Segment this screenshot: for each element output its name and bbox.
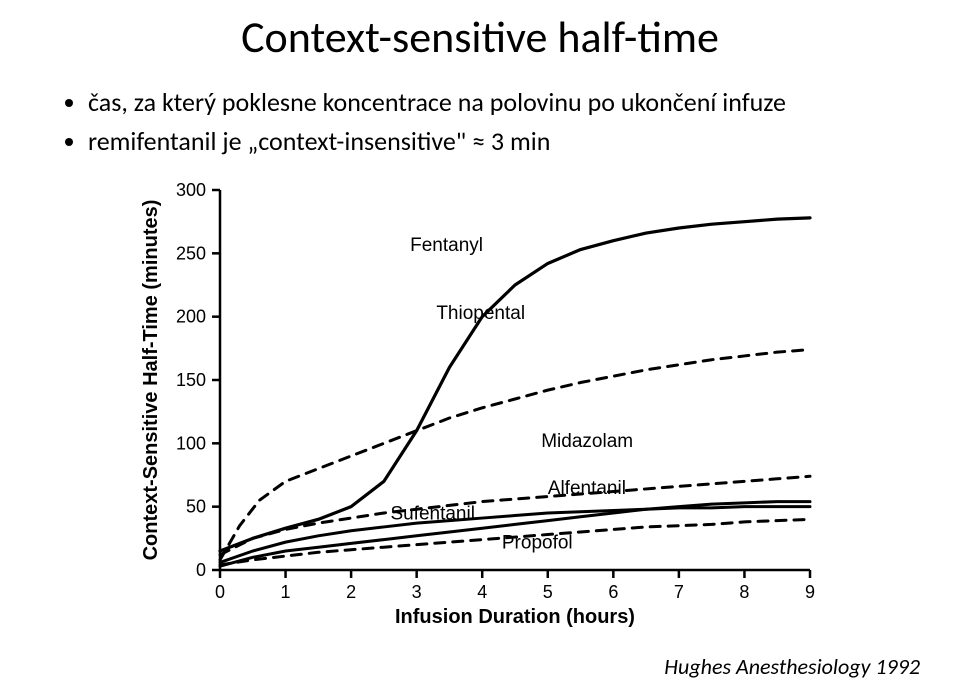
svg-text:5: 5 [543, 582, 553, 602]
svg-text:Midazolam: Midazolam [541, 431, 633, 452]
svg-text:0: 0 [215, 582, 225, 602]
page-title: Context-sensitive half-time [0, 10, 960, 64]
svg-text:Alfentanil: Alfentanil [548, 478, 626, 499]
svg-text:1: 1 [281, 582, 291, 602]
svg-text:250: 250 [176, 243, 206, 263]
svg-text:50: 50 [186, 497, 206, 517]
svg-text:8: 8 [739, 582, 749, 602]
svg-text:7: 7 [674, 582, 684, 602]
bullet-list: čas, za který poklesne koncentrace na po… [60, 85, 786, 163]
svg-text:300: 300 [176, 180, 206, 200]
bullet-item: remifentanil je „context-insensitive" ≈ … [88, 124, 786, 159]
bullet-item: čas, za který poklesne koncentrace na po… [88, 85, 786, 120]
svg-text:200: 200 [176, 307, 206, 327]
slide: Context-sensitive half-time čas, za kter… [0, 0, 960, 700]
svg-text:3: 3 [412, 582, 422, 602]
csht-chart: 0 1 2 3 4 5 6 7 8 9 0 50 100 150 200 250 300 Infusion Dur… [135, 175, 825, 635]
svg-text:9: 9 [805, 582, 815, 602]
svg-text:Fentanyl: Fentanyl [410, 235, 483, 256]
svg-text:150: 150 [176, 370, 206, 390]
svg-text:Propofol: Propofol [502, 532, 573, 553]
svg-text:Infusion Duration (hours): Infusion Duration (hours) [395, 606, 635, 628]
svg-text:2: 2 [346, 582, 356, 602]
citation-text: Hughes Anesthesiology 1992 [664, 653, 920, 680]
svg-text:0: 0 [196, 560, 206, 580]
svg-text:6: 6 [608, 582, 618, 602]
svg-text:Thiopental: Thiopental [436, 303, 525, 324]
svg-text:Context-Sensitive Half-Time (m: Context-Sensitive Half-Time (minutes) [140, 200, 162, 561]
svg-text:100: 100 [176, 433, 206, 453]
svg-text:4: 4 [477, 582, 487, 602]
